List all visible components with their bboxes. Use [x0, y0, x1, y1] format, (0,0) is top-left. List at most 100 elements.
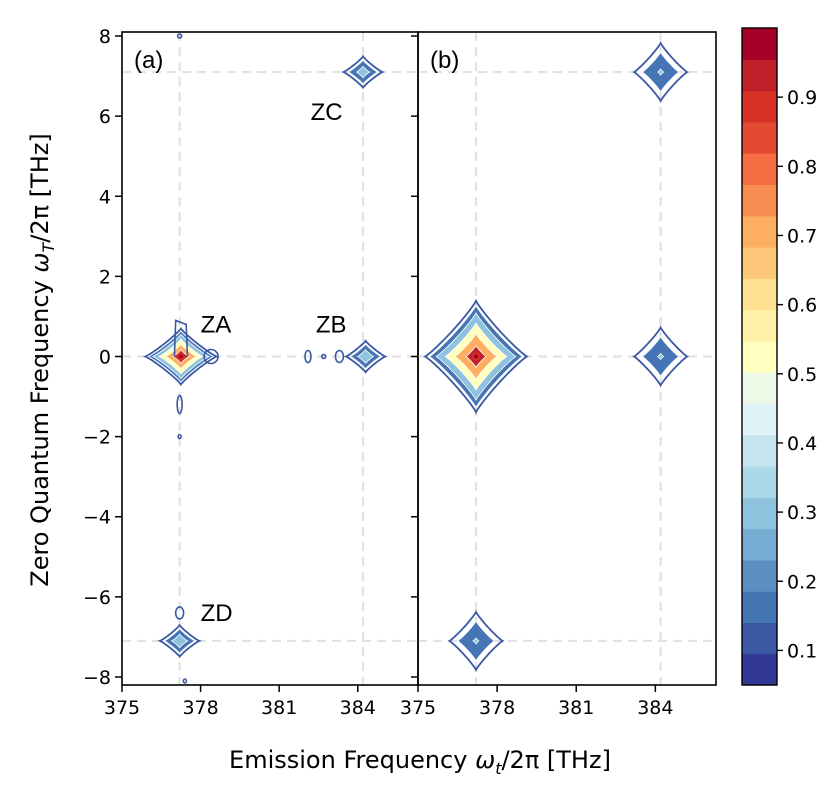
contour-artifact: [174, 606, 185, 620]
contour-level: [142, 326, 220, 387]
x-axis-label: Emission Frequency ωt/2π [THz]: [229, 746, 611, 778]
colorbar-tick-label: 0.5: [787, 364, 817, 386]
y-tick-label: −8: [83, 667, 111, 689]
colorbar-tick-label: 0.4: [787, 433, 817, 455]
contour-level: [472, 637, 480, 645]
panel-label: (b): [430, 47, 459, 74]
panel-b: 375 378 381 384 (b): [400, 31, 717, 719]
plot-frame: [417, 31, 717, 686]
colorbar-segment: [742, 153, 777, 186]
colorbar-segment: [742, 653, 777, 686]
panel-a: 375 378 381 384 −8 −6 −4 −2 0 2 4 6 8 (a) ZA ZB ZC ZD: [83, 26, 419, 719]
contour-peak-zd: [157, 623, 202, 659]
colorbar-segment: [742, 184, 777, 217]
x-tick-label: 381: [261, 697, 297, 719]
colorbar-tick-label: 0.9: [787, 87, 817, 109]
contour-level: [356, 348, 375, 365]
colorbar: 0.1 0.2 0.3 0.4 0.5 0.6 0.7 0.8 0.9: [741, 27, 817, 686]
colorbar-tick-label: 0.1: [787, 640, 817, 662]
colorbar-segment: [742, 466, 777, 498]
colorbar-segment: [742, 403, 777, 436]
x-tick-label: 384: [340, 697, 376, 719]
peak-label-zc: ZC: [311, 99, 343, 126]
contour-artifact: [304, 349, 312, 364]
contour-level: [656, 352, 665, 361]
x-axis-label-subscript: t: [495, 759, 502, 778]
contour-level: [447, 609, 505, 673]
contour-level: [632, 325, 690, 388]
x-tick-label: 375: [104, 697, 140, 719]
contour-level: [343, 339, 388, 374]
colorbar-segment: [742, 215, 777, 248]
colorbar-segment: [742, 559, 777, 592]
contour-peak: [423, 298, 529, 415]
colorbar-segment: [742, 372, 777, 405]
colorbar-segment: [742, 90, 777, 123]
y-axis-label-suffix: /2π [THz]: [26, 133, 54, 242]
peak-label-za: ZA: [201, 311, 232, 338]
colorbar-segment: [742, 309, 777, 342]
panel-label: (a): [134, 47, 163, 74]
x-axis-label-symbol: ω: [475, 746, 495, 774]
y-tick-label: −4: [83, 507, 111, 529]
contour-peak: [632, 325, 690, 388]
y-axis-label-subscript: T: [39, 242, 58, 253]
contour-peak: [632, 40, 689, 104]
y-tick-label: 4: [99, 186, 111, 208]
contour-artifact: [334, 349, 345, 364]
x-tick-label: 381: [558, 697, 594, 719]
svg-text:Zero Quantum Frequency ωT/2π [: Zero Quantum Frequency ωT/2π [THz]: [26, 133, 58, 586]
y-tick-label: 0: [99, 346, 111, 368]
y-axis-label-symbol: ω: [26, 253, 54, 273]
contour-artifact: [176, 33, 183, 39]
contour-level: [657, 68, 665, 76]
contour-artifacts: [173, 33, 345, 684]
contour-level: [632, 40, 689, 104]
contour-peak: [447, 609, 505, 673]
contour-level: [356, 65, 371, 79]
x-tick-label: 384: [637, 697, 673, 719]
peak-label-zb: ZB: [316, 311, 347, 338]
colorbar-segment: [742, 247, 777, 279]
colorbar-tick-label: 0.3: [787, 502, 817, 524]
colorbar-segment: [742, 434, 777, 467]
contour-level: [423, 298, 529, 415]
colorbar-segment: [742, 59, 777, 92]
x-axis-label-suffix: /2π [THz]: [501, 746, 610, 774]
x-tick-label: 375: [400, 697, 436, 719]
colorbar-tick-label: 0.6: [787, 295, 817, 317]
y-tick-label: 6: [99, 106, 111, 128]
y-tick-label: 8: [99, 26, 111, 48]
colorbar-segment: [742, 528, 777, 561]
colorbar-segment: [742, 497, 777, 530]
colorbar-tick-label: 0.2: [787, 571, 817, 593]
contour-level: [341, 54, 385, 90]
contour-peak-core: [473, 354, 479, 359]
x-tick-label: 378: [479, 697, 515, 719]
colorbar-frame: [741, 27, 778, 686]
contour-level: [157, 623, 202, 659]
contour-level: [170, 633, 189, 649]
x-tick-label: 378: [182, 697, 218, 719]
contour-peak-core: [178, 354, 184, 359]
contour-peak-zc: [341, 54, 385, 90]
contour-artifact: [177, 433, 182, 440]
colorbar-segment: [742, 28, 777, 60]
contour-peak-za: [142, 326, 220, 387]
colorbar-segment: [742, 121, 777, 154]
contour-artifact: [182, 678, 188, 684]
contour-artifact: [176, 394, 183, 415]
contour-peak-zb: [343, 339, 388, 374]
y-tick-label: −2: [83, 427, 111, 449]
y-axis-label-prefix: Zero Quantum Frequency: [26, 273, 54, 587]
contour-artifact: [173, 319, 189, 357]
svg-text:Emission Frequency ωt/2π [THz]: Emission Frequency ωt/2π [THz]: [229, 746, 611, 778]
peak-label-zd: ZD: [201, 600, 233, 627]
x-axis-label-prefix: Emission Frequency: [229, 746, 475, 774]
y-axis-label: Zero Quantum Frequency ωT/2π [THz]: [26, 133, 58, 586]
colorbar-tick-label: 0.7: [787, 225, 817, 247]
colorbar-segment: [742, 591, 777, 624]
contour-artifact: [320, 353, 327, 360]
colorbar-segment: [742, 278, 777, 311]
